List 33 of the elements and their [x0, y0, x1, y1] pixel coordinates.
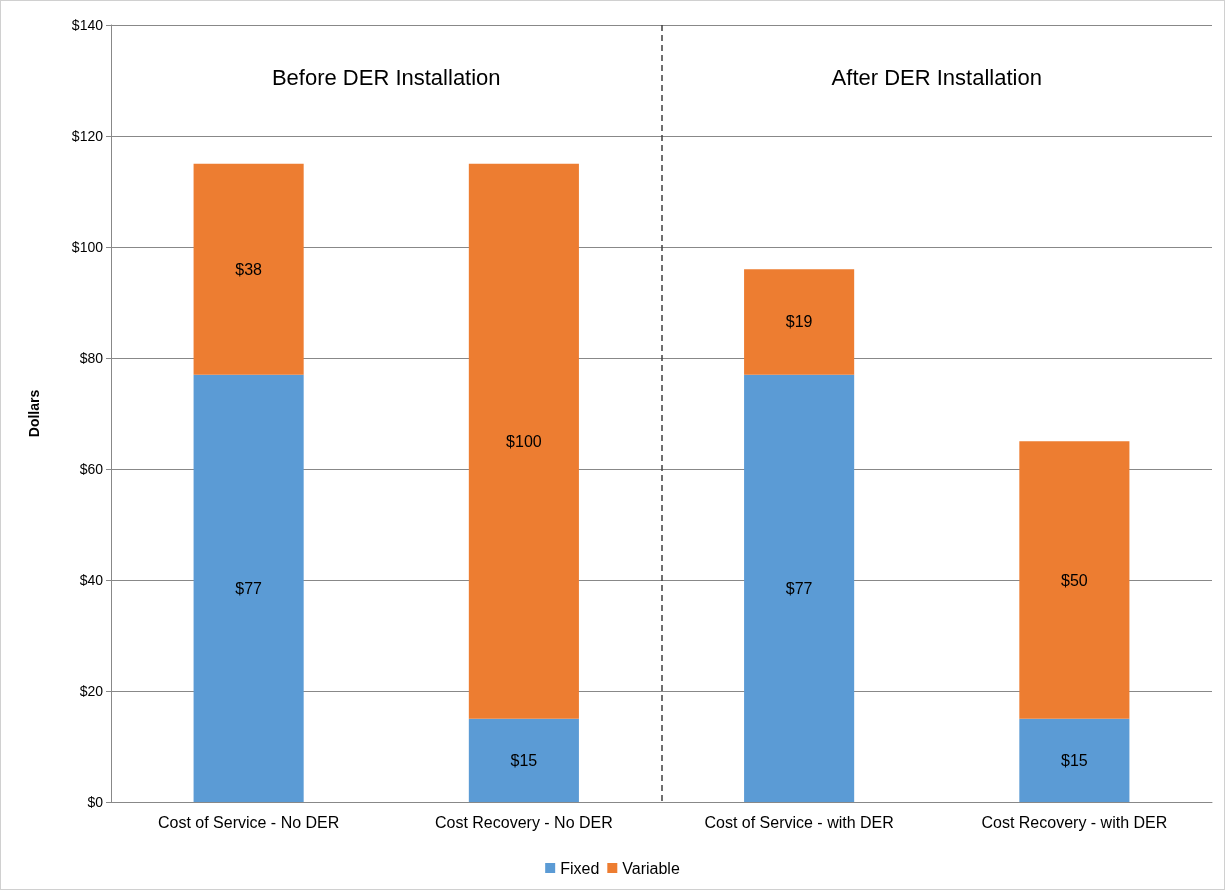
y-tick-label: $100	[71, 239, 104, 255]
y-tick-label: $80	[79, 350, 104, 366]
y-tick-label: $140	[71, 17, 104, 33]
y-tick-label: $20	[79, 683, 104, 699]
x-tick-label: Cost Recovery - with DER	[981, 813, 1168, 831]
bar	[193, 163, 304, 375]
data-label: $77	[235, 579, 263, 597]
y-axis-title: Dollars	[26, 389, 42, 438]
y-tick-label: $60	[79, 461, 104, 477]
data-label: $19	[785, 313, 813, 331]
bar	[193, 374, 304, 802]
legend-label: Fixed	[560, 859, 600, 877]
bar	[468, 718, 579, 802]
y-tick-label: $40	[79, 572, 104, 588]
data-label: $100	[506, 432, 542, 450]
x-tick-label: Cost Recovery - No DER	[434, 813, 613, 831]
bar	[468, 163, 579, 719]
x-tick-label: Cost of Service - with DER	[704, 813, 894, 831]
data-label: $15	[1061, 751, 1088, 769]
data-label: $15	[510, 751, 538, 769]
bar	[1019, 441, 1130, 719]
bar	[744, 269, 855, 375]
annotation: After DER Installation	[831, 64, 1042, 90]
data-label: $50	[1061, 571, 1088, 589]
data-label: $38	[235, 260, 263, 278]
y-tick-label: $120	[71, 128, 104, 144]
bar	[744, 374, 855, 802]
legend-label: Variable	[622, 859, 680, 877]
annotation: Before DER Installation	[271, 64, 501, 90]
x-tick-label: Cost of Service - No DER	[157, 813, 340, 831]
y-tick-label: $0	[87, 794, 104, 810]
data-label: $77	[785, 579, 813, 597]
bar	[1019, 718, 1130, 802]
